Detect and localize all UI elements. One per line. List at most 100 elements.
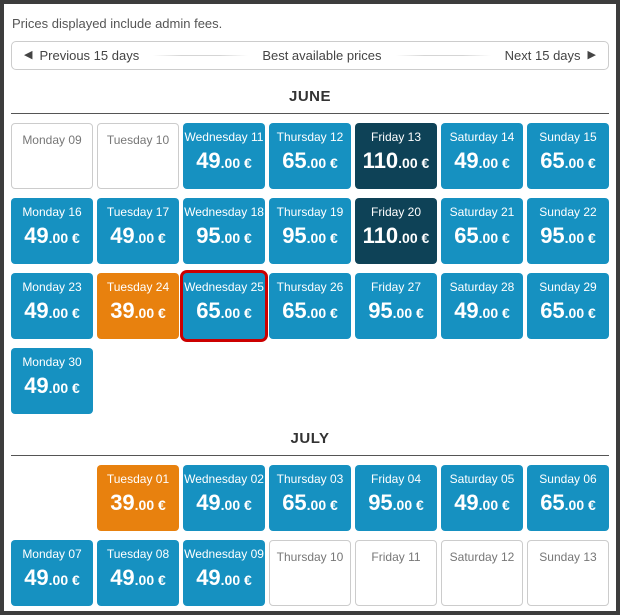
calendar-cell: Friday 11 (355, 540, 437, 606)
day-label: Tuesday 17 (106, 205, 170, 219)
day-label: Wednesday 25 (184, 280, 264, 294)
calendar-cell[interactable]: Sunday 15 65.00 € (527, 123, 609, 189)
month-grid-june: Monday 09 Tuesday 10 Wednesday 11 49.00 € Th… (11, 123, 609, 414)
day-label: Sunday 06 (539, 472, 597, 486)
calendar-cell[interactable]: Saturday 28 49.00 € (441, 273, 523, 339)
day-label: Monday 09 (22, 133, 82, 147)
price-label: 95.00 € (196, 223, 252, 248)
calendar-cell[interactable]: Monday 16 49.00 € (11, 198, 93, 264)
price-label: 49.00 € (24, 373, 80, 398)
price-label: 65.00 € (282, 148, 338, 173)
previous-15-days-button[interactable]: ◀ Previous 15 days (24, 48, 139, 63)
calendar-cell[interactable]: Wednesday 09 49.00 € (183, 540, 265, 606)
day-label: Tuesday 24 (106, 280, 170, 294)
month-section-july: JULY Tuesday 01 39.00 € Wednesday 02 49.00 … (10, 424, 610, 606)
calendar-cell: Sunday 13 (527, 540, 609, 606)
price-label: 65.00 € (540, 298, 596, 323)
calendar-cell: Monday 09 (11, 123, 93, 189)
day-label: Saturday 14 (449, 130, 515, 144)
price-label: 49.00 € (196, 148, 252, 173)
date-range-navbar: ◀ Previous 15 days Best available prices… (11, 41, 609, 70)
day-label: Friday 11 (371, 550, 421, 564)
day-label: Tuesday 08 (106, 547, 170, 561)
day-label: Wednesday 11 (184, 130, 264, 144)
calendar-cell-selected[interactable]: Wednesday 25 65.00 € (183, 273, 265, 339)
price-label: 110.00 € (362, 223, 430, 248)
price-label: 65.00 € (454, 223, 510, 248)
calendar-cell[interactable]: Tuesday 01 39.00 € (97, 465, 179, 531)
calendar-cell[interactable]: Friday 27 95.00 € (355, 273, 437, 339)
calendar-cell[interactable]: Monday 30 49.00 € (11, 348, 93, 414)
month-title-june: JUNE (11, 82, 609, 114)
calendar-cell[interactable]: Saturday 14 49.00 € (441, 123, 523, 189)
day-label: Monday 07 (22, 547, 82, 561)
day-label: Tuesday 01 (106, 472, 170, 486)
calendar-cell[interactable]: Monday 07 49.00 € (11, 540, 93, 606)
day-label: Friday 27 (370, 280, 422, 294)
day-label: Monday 16 (22, 205, 82, 219)
price-label: 49.00 € (110, 565, 166, 590)
day-label: Thursday 03 (276, 472, 344, 486)
calendar-cell[interactable]: Monday 23 49.00 € (11, 273, 93, 339)
best-available-prices-label: Best available prices (262, 48, 382, 63)
day-label: Wednesday 18 (184, 205, 264, 219)
divider-line (395, 55, 491, 56)
day-label: Thursday 10 (276, 550, 344, 564)
previous-15-days-label: Previous 15 days (39, 48, 140, 63)
day-label: Saturday 21 (449, 205, 515, 219)
price-label: 49.00 € (196, 490, 252, 515)
day-label: Wednesday 02 (184, 472, 264, 486)
calendar-cell: Tuesday 10 (97, 123, 179, 189)
calendar-cell[interactable]: Thursday 26 65.00 € (269, 273, 351, 339)
calendar-cell: Thursday 10 (269, 540, 351, 606)
calendar-cell[interactable]: Tuesday 17 49.00 € (97, 198, 179, 264)
price-label: 49.00 € (454, 490, 510, 515)
day-label: Saturday 05 (449, 472, 515, 486)
next-15-days-label: Next 15 days (504, 48, 581, 63)
calendar-cell[interactable]: Friday 13 110.00 € (355, 123, 437, 189)
price-label: 49.00 € (454, 298, 510, 323)
price-label: 49.00 € (24, 223, 80, 248)
calendar-cell: Saturday 12 (441, 540, 523, 606)
calendar-cell[interactable]: Wednesday 02 49.00 € (183, 465, 265, 531)
price-label: 49.00 € (110, 223, 166, 248)
day-label: Saturday 28 (449, 280, 515, 294)
day-label: Saturday 12 (449, 550, 515, 564)
day-label: Monday 30 (22, 355, 82, 369)
calendar-cell[interactable]: Thursday 19 95.00 € (269, 198, 351, 264)
divider-line (153, 55, 249, 56)
month-title-july: JULY (11, 424, 609, 456)
left-triangle-icon: ◀ (24, 49, 33, 61)
price-label: 95.00 € (540, 223, 596, 248)
calendar-cell[interactable]: Sunday 06 65.00 € (527, 465, 609, 531)
day-label: Thursday 19 (276, 205, 344, 219)
calendar-cell[interactable]: Sunday 22 95.00 € (527, 198, 609, 264)
calendar-cell[interactable]: Saturday 05 49.00 € (441, 465, 523, 531)
calendar-cell[interactable]: Thursday 12 65.00 € (269, 123, 351, 189)
calendar-cell[interactable]: Tuesday 08 49.00 € (97, 540, 179, 606)
price-label: 65.00 € (540, 148, 596, 173)
day-label: Sunday 13 (539, 550, 597, 564)
calendar-cell[interactable]: Thursday 03 65.00 € (269, 465, 351, 531)
calendar-cell[interactable]: Wednesday 18 95.00 € (183, 198, 265, 264)
price-label: 39.00 € (110, 490, 166, 515)
day-label: Friday 20 (370, 205, 422, 219)
next-15-days-button[interactable]: Next 15 days ▶ (505, 48, 596, 63)
price-label: 110.00 € (362, 148, 430, 173)
calendar-cell[interactable]: Wednesday 11 49.00 € (183, 123, 265, 189)
day-label: Friday 04 (370, 472, 422, 486)
calendar-cell[interactable]: Friday 04 95.00 € (355, 465, 437, 531)
price-label: 95.00 € (282, 223, 338, 248)
price-label: 49.00 € (24, 565, 80, 590)
calendar-cell[interactable]: Sunday 29 65.00 € (527, 273, 609, 339)
price-label: 65.00 € (540, 490, 596, 515)
price-label: 95.00 € (368, 298, 424, 323)
calendar-cell[interactable]: Saturday 21 65.00 € (441, 198, 523, 264)
price-label: 49.00 € (24, 298, 80, 323)
calendar-cell[interactable]: Friday 20 110.00 € (355, 198, 437, 264)
month-grid-july: Tuesday 01 39.00 € Wednesday 02 49.00 € Thur… (11, 465, 609, 606)
calendar-cell[interactable]: Tuesday 24 39.00 € (97, 273, 179, 339)
admin-fees-notice: Prices displayed include admin fees. (12, 16, 223, 31)
price-label: 65.00 € (282, 490, 338, 515)
